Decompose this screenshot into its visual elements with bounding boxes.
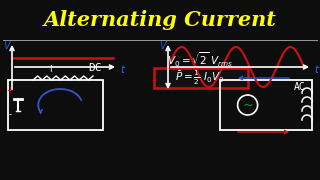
Text: I: I (49, 65, 51, 74)
Text: t: t (314, 65, 318, 75)
Text: ~: ~ (242, 98, 253, 111)
FancyBboxPatch shape (154, 68, 248, 88)
Text: V: V (160, 41, 166, 51)
Text: +: + (7, 86, 13, 95)
Bar (8, 80, 103, 130)
Text: AC: AC (294, 82, 306, 92)
Text: $\bar{P} = \frac{1}{2}\ I_0 V_0$: $\bar{P} = \frac{1}{2}\ I_0 V_0$ (175, 69, 225, 87)
Text: $V_0 = \sqrt{2}\ V_{rms}$: $V_0 = \sqrt{2}\ V_{rms}$ (167, 51, 233, 69)
Text: V: V (4, 41, 10, 51)
Text: Alternating Current: Alternating Current (44, 10, 276, 30)
Text: t: t (120, 65, 124, 75)
Text: -: - (9, 110, 12, 119)
Bar (220, 80, 312, 130)
Text: DC: DC (88, 63, 102, 73)
